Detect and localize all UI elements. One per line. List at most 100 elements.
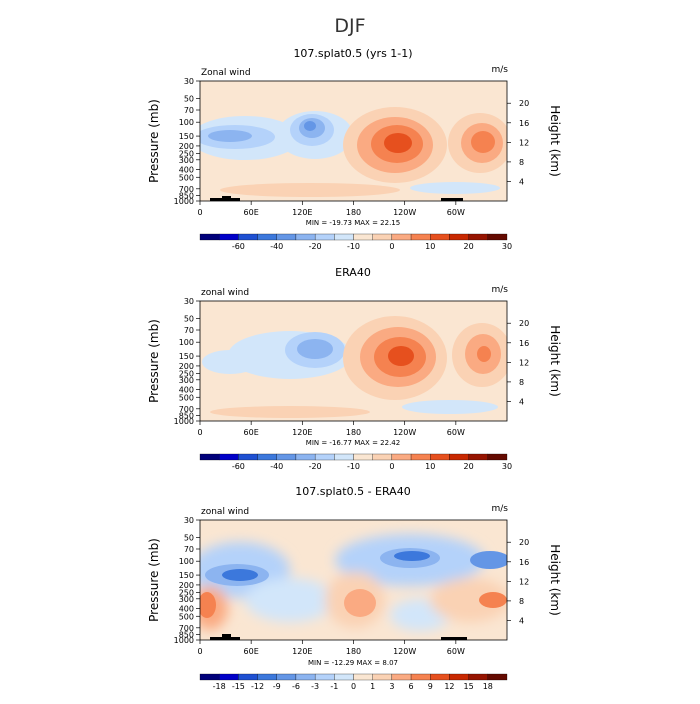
lon-tick-label: 120W [393,647,416,656]
p1-topography-peak [222,196,231,201]
pressure-tick-label: 300 [179,595,194,604]
p3-pos-east [430,578,507,622]
lon-tick-label: 60E [244,208,259,217]
height-tick-label: 16 [519,119,529,128]
colorbar-swatch [314,673,335,681]
panel-3-minmax: MIN = -12.29 MAX = 8.07 [308,659,398,667]
colorbar-label: 15 [464,682,474,691]
colorbar-swatch [276,233,297,241]
height-tick-label: 12 [519,358,529,367]
height-tick-label: 8 [519,378,524,387]
pressure-tick-label: 250 [179,370,194,379]
colorbar-swatch [449,233,469,241]
lon-tick-label: 60W [447,208,465,217]
p3-pos-central-core [344,589,376,617]
p1-jet2-l3 [471,131,495,153]
p3-topography-peak [222,634,231,640]
height-tick-label: 12 [519,577,529,586]
p1-surface-westerly [220,183,400,197]
colorbar-swatch [487,233,508,241]
colorbar-label: -60 [232,242,245,251]
colorbar-swatch [430,233,450,241]
colorbar-swatch [468,673,488,681]
p2-neg-core-l2 [297,339,333,359]
panel-2-contours [200,301,507,421]
colorbar-label: 0 [351,682,356,691]
colorbar-label: 18 [483,682,493,691]
p2-jet2-l3 [477,346,491,362]
pressure-tick-label: 850 [179,411,194,420]
colorbar-swatch [314,233,335,241]
pressure-tick-label: 200 [179,581,194,590]
colorbar-swatch [257,673,277,681]
colorbar-label: 9 [428,682,433,691]
colorbar-label: 0 [389,462,394,471]
height-tick-label: 20 [519,319,529,328]
colorbar-swatch [430,453,450,461]
p1-topography-andes [441,198,463,201]
p1-jet1-l4 [384,133,412,153]
panel-1-title: 107.splat0.5 (yrs 1-1) [293,47,412,60]
height-tick-label: 20 [519,538,529,547]
colorbar-swatch [334,233,354,241]
height-tick-label: 20 [519,99,529,108]
pressure-tick-label: 70 [184,545,194,554]
pressure-tick-label: 700 [179,624,194,633]
colorbar-swatch [449,453,469,461]
colorbar-label: -10 [347,462,360,471]
pressure-tick-label: 50 [184,94,194,103]
height-tick-label: 4 [519,397,524,406]
panel-2-title: ERA40 [335,266,371,279]
height-tick-label: 4 [519,616,524,625]
colorbar-swatch [372,673,393,681]
lon-tick-label: 120E [292,208,312,217]
colorbar-swatch [449,673,469,681]
colorbar-swatch [372,453,393,461]
p3-topography-andes [441,637,467,640]
height-tick-label: 8 [519,597,524,606]
pressure-tick-label: 30 [184,77,194,86]
colorbar-label: -12 [251,682,264,691]
colorbar-swatch [295,233,316,241]
lon-tick-label: 180 [346,208,361,217]
colorbar-label: -20 [309,242,322,251]
colorbar-swatch [276,453,297,461]
pressure-tick-label: 400 [179,166,194,175]
pressure-tick-label: 150 [179,571,194,580]
colorbar-label: -18 [213,682,226,691]
p2-jet1-l4 [388,346,414,366]
pressure-tick-label: 500 [179,612,194,621]
pressure-tick-label: 500 [179,393,194,402]
pressure-tick-label: 50 [184,314,194,323]
pressure-tick-label: 70 [184,106,194,115]
height-tick-label: 16 [519,558,529,567]
panel-1: 107.splat0.5 (yrs 1-1) Zonal wind m/s [147,47,562,251]
colorbar-swatch [219,233,239,241]
main-title: DJF [334,15,365,37]
lon-tick-label: 120E [292,428,312,437]
pressure-tick-label: 300 [179,376,194,385]
colorbar-swatch [238,233,258,241]
y-axis-title: Pressure (mb) [147,538,161,622]
panel-2-colorbar: -60 -40 -20 -10 0 10 20 30 [199,453,512,471]
colorbar-label: -1 [330,682,338,691]
colorbar-swatch [334,453,354,461]
colorbar-label: 0 [389,242,394,251]
lon-tick-label: 120W [393,428,416,437]
pressure-tick-label: 700 [179,405,194,414]
pressure-tick-label: 250 [179,150,194,159]
colorbar-swatch [238,673,258,681]
colorbar-swatch [219,673,239,681]
pressure-tick-label: 400 [179,386,194,395]
height-tick-label: 16 [519,339,529,348]
p2-surface-easterly [402,400,498,414]
colorbar-swatch [391,673,412,681]
pressure-tick-label: 500 [179,173,194,182]
pressure-tick-label: 1000 [174,636,194,645]
colorbar-swatch [257,453,277,461]
panel-3-units-label: m/s [492,504,509,514]
pressure-tick-label: 30 [184,516,194,525]
